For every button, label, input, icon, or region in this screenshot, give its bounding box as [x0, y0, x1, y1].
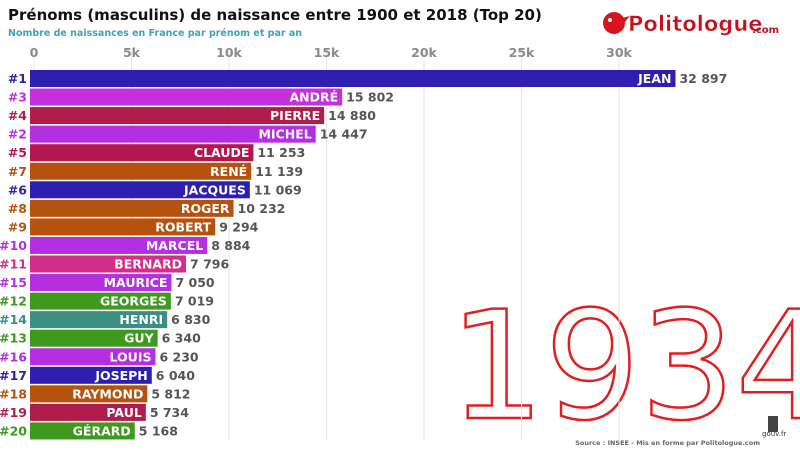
year-watermark: 1934 [449, 280, 800, 450]
bar-name-label: PAUL [106, 405, 141, 420]
bar [30, 236, 208, 254]
bar [30, 88, 343, 106]
bar-value-label: 6 230 [159, 349, 198, 364]
rank-label: #3 [8, 90, 27, 105]
bar [30, 385, 148, 403]
bar-name-label: MARCEL [146, 238, 203, 253]
bar [30, 311, 168, 329]
bar-value-label: 14 447 [320, 127, 368, 142]
x-tick-label: 15k [314, 45, 340, 60]
rank-label: #18 [0, 386, 27, 401]
bar [30, 144, 254, 162]
bar [30, 199, 234, 217]
rank-label: #5 [8, 145, 27, 160]
x-tick-label: 20k [411, 45, 437, 60]
rank-label: #2 [8, 127, 27, 142]
bar-name-label: ANDRÉ [289, 90, 338, 105]
x-tick-label: 10k [216, 45, 242, 60]
rank-label: #16 [0, 349, 27, 364]
bar-value-label: 10 232 [238, 201, 286, 216]
rank-label: #8 [8, 201, 27, 216]
bar-value-label: 11 069 [254, 182, 302, 197]
bar-name-label: HENRI [119, 312, 163, 327]
rank-label: #6 [8, 182, 27, 197]
bar-name-label: RENÉ [210, 164, 247, 179]
bar-value-label: 14 880 [328, 108, 376, 123]
bar [30, 292, 171, 310]
bar-name-label: ROBERT [155, 219, 211, 234]
bar [30, 218, 216, 236]
bar-name-label: ROGER [181, 201, 230, 216]
bar-name-label: GUY [124, 331, 154, 346]
bar-value-label: 32 897 [679, 71, 727, 86]
bar [30, 70, 676, 87]
red-bird-icon [603, 12, 630, 34]
bar-name-label: JACQUES [183, 182, 246, 197]
gouv-badge: gouv.fr [762, 416, 798, 440]
bar [30, 422, 135, 440]
bar-value-label: 5 734 [150, 405, 189, 420]
bar [30, 107, 325, 125]
bar-value-label: 15 802 [346, 90, 394, 105]
rank-label: #14 [0, 312, 27, 327]
gouv-square-icon [768, 416, 778, 432]
bar-value-label: 6 040 [156, 368, 195, 383]
x-tick-label: 25k [509, 45, 535, 60]
bar [30, 162, 252, 180]
rank-label: #4 [8, 108, 27, 123]
bar-value-label: 5 168 [139, 423, 178, 438]
bar-value-label: 6 340 [162, 331, 201, 346]
rank-label: #11 [0, 257, 27, 272]
rank-label: #9 [8, 219, 27, 234]
bar-name-label: PIERRE [270, 108, 320, 123]
bar-value-label: 7 019 [175, 294, 214, 309]
bar [30, 125, 316, 143]
politologue-logo: Politologue .com [603, 12, 779, 36]
logo-text: Politologue [628, 12, 763, 36]
bar-value-label: 11 253 [257, 145, 305, 160]
bar-name-label: RAYMOND [72, 386, 143, 401]
bar-name-label: JOSEPH [94, 368, 147, 383]
rank-label: #19 [0, 405, 27, 420]
bar-name-label: MAURICE [104, 275, 168, 290]
source-note: Source : INSEE - Mis en forme par Polito… [575, 439, 760, 447]
rank-label: #10 [0, 238, 27, 253]
rank-label: #1 [8, 71, 27, 86]
bar [30, 181, 250, 199]
bar-name-label: GEORGES [100, 294, 167, 309]
bar-value-label: 7 796 [190, 257, 229, 272]
x-tick-label: 0 [30, 45, 39, 60]
bar [30, 274, 172, 292]
bar [30, 403, 146, 421]
chart-subtitle: Nombre de naissances en France par préno… [8, 28, 303, 39]
rank-label: #12 [0, 294, 27, 309]
chart-title: Prénoms (masculins) de naissance entre 1… [8, 6, 542, 24]
rank-label: #15 [0, 275, 27, 290]
bar-value-label: 6 830 [171, 312, 210, 327]
logo-suffix: .com [752, 25, 779, 36]
bar-name-label: GÉRARD [73, 423, 131, 438]
x-tick-label: 30k [606, 45, 632, 60]
rank-label: #13 [0, 331, 27, 346]
bar-name-label: LOUIS [110, 349, 152, 364]
bar-value-label: 5 812 [151, 386, 190, 401]
bar [30, 329, 158, 347]
bar-name-label: BERNARD [114, 257, 182, 272]
bar-name-label: JEAN [637, 71, 671, 86]
rank-label: #17 [0, 368, 27, 383]
bar-value-label: 8 884 [211, 238, 250, 253]
bar [30, 348, 156, 366]
bar-value-label: 7 050 [175, 275, 214, 290]
bar-name-label: CLAUDE [194, 145, 250, 160]
bar [30, 255, 187, 273]
bar-name-label: MICHEL [258, 127, 311, 142]
bar [30, 366, 152, 384]
rank-label: #7 [8, 164, 27, 179]
gouv-text: gouv.fr [762, 430, 787, 438]
x-tick-label: 5k [123, 45, 141, 60]
rank-label: #20 [0, 423, 27, 438]
bar-value-label: 11 139 [255, 164, 303, 179]
bar-value-label: 9 294 [219, 219, 258, 234]
